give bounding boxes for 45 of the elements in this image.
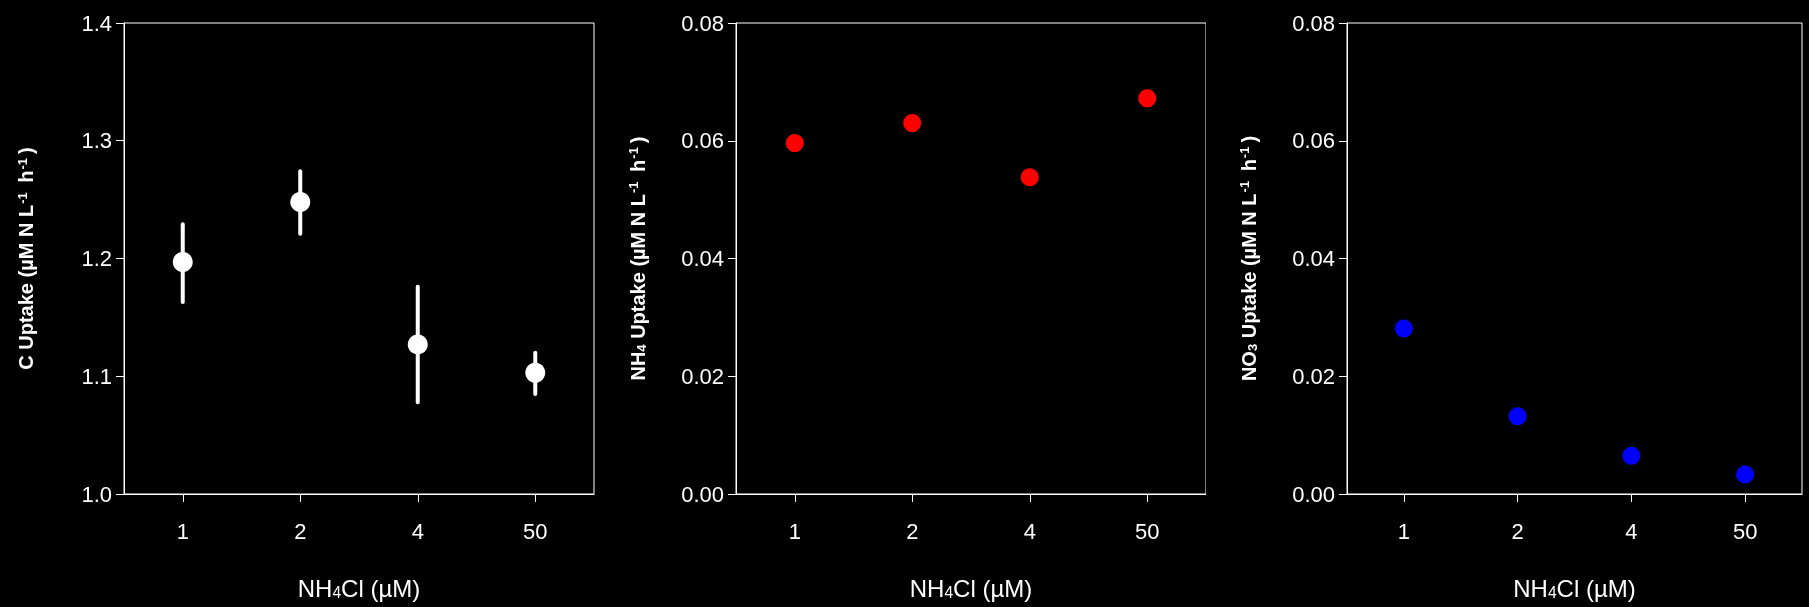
x-tick-label: 4 [411,518,424,544]
y-tick-label: 0.02 [1292,363,1335,389]
x-tick-label: 2 [906,518,919,544]
x-tick-label: 4 [1625,518,1638,544]
x-tick-label: 1 [788,518,801,544]
y-tick-label: 0.04 [1292,246,1335,271]
point [1138,89,1157,108]
point [785,134,804,153]
x-tick-label: 2 [1511,518,1524,544]
point [1394,319,1413,338]
x-tick-label: 1 [176,518,189,544]
y-tick-label: 1.1 [81,363,112,389]
point [1020,168,1039,187]
x-axis-title: NH4Cl (µM) [297,574,421,602]
y-tick-label: 0.08 [1292,10,1335,36]
x-tick-label: 50 [1135,518,1160,544]
point [1508,407,1527,426]
point [525,362,546,383]
x-tick-label: 2 [294,518,307,544]
y-axis-title: NH4 Uptake (µM N L-1 h-1) [626,136,649,381]
point [407,334,428,355]
y-tick-label: 1.0 [81,481,112,507]
y-tick-label: 1.4 [81,10,112,36]
x-axis-title: NH4Cl (µM) [909,574,1033,602]
point [1736,465,1755,484]
y-tick-label: 0.00 [1292,481,1335,507]
y-tick-label: 0.02 [681,363,724,389]
y-tick-label: 0.04 [681,246,724,271]
y-axis-title: NO3 Uptake (µM N L-1 h-1) [1237,135,1260,382]
x-tick-label: 1 [1397,518,1410,544]
y-tick-label: 0.06 [681,128,724,154]
y-tick-label: 0.00 [681,481,724,507]
y-tick-label: 1.3 [81,128,112,154]
y-tick-label: 0.06 [1292,128,1335,154]
y-tick-label: 1.2 [81,246,112,271]
point [290,191,311,212]
y-axis-title: C Uptake (µM N L-1 h-1) [15,147,37,370]
point [172,252,193,273]
x-axis-title: NH4Cl (µM) [1513,574,1636,602]
x-tick-label: 50 [1732,518,1758,544]
x-tick-label: 4 [1023,518,1036,544]
y-tick-label: 0.08 [681,10,724,36]
point [903,114,922,133]
point [1622,446,1641,465]
x-tick-label: 50 [523,518,548,544]
